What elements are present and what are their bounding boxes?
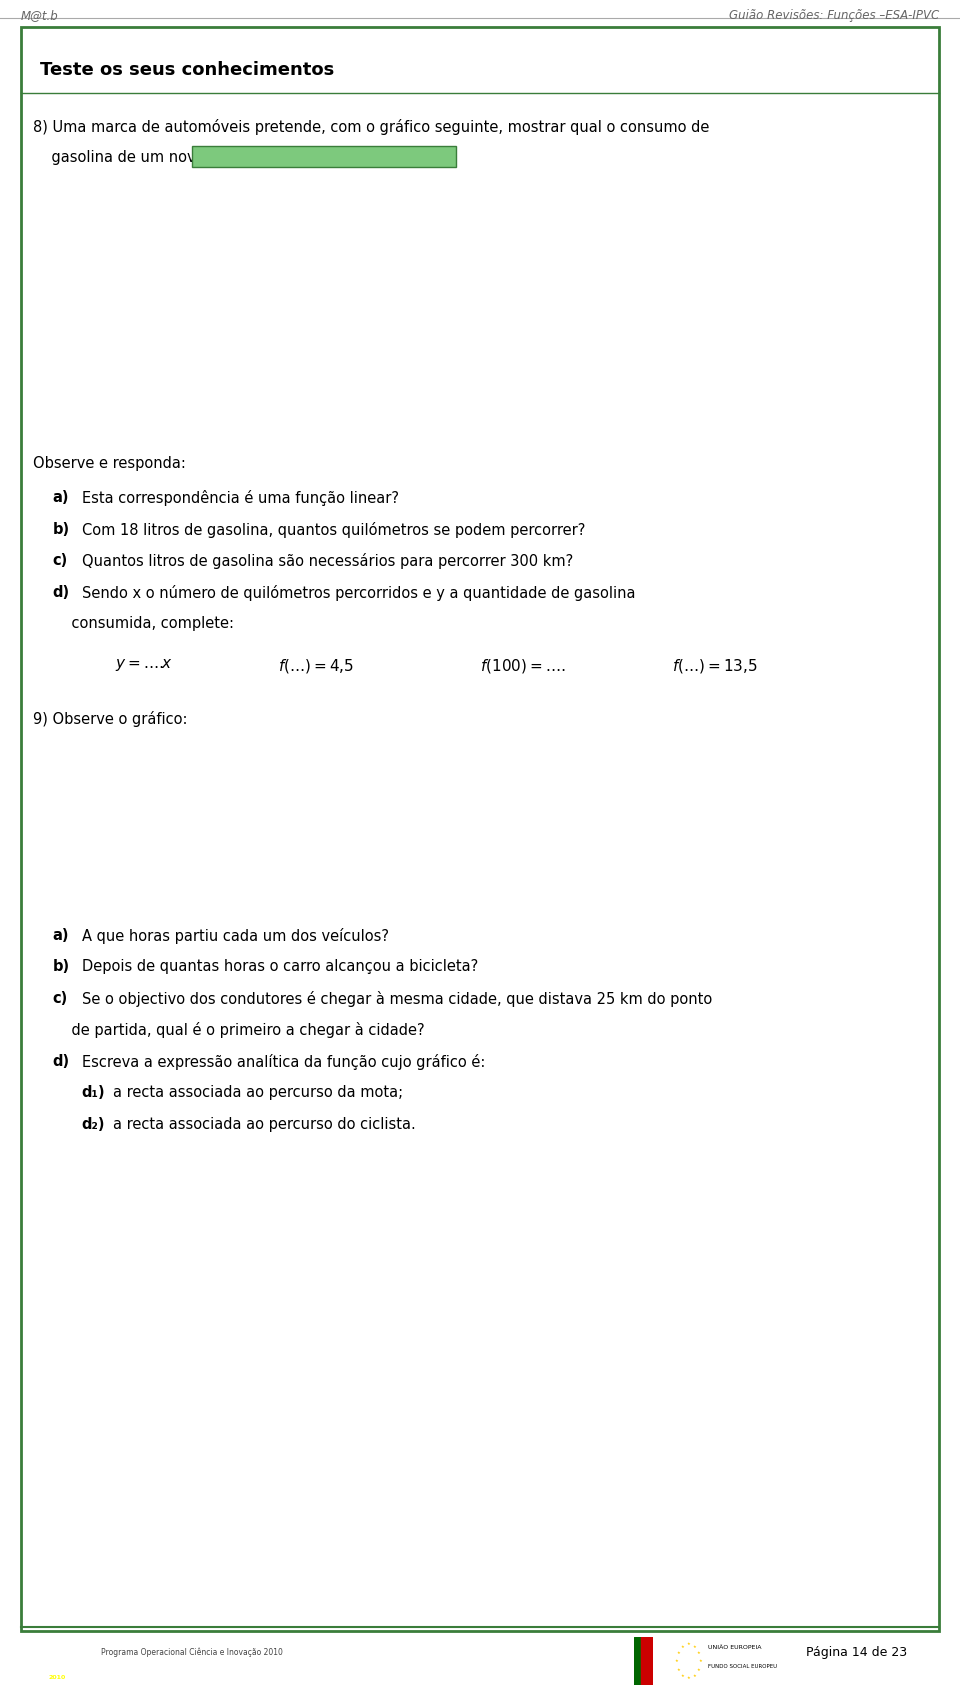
Text: ★: ★ xyxy=(681,1644,684,1649)
Bar xyxy=(641,1637,653,1685)
Text: 2010: 2010 xyxy=(49,1675,66,1680)
Polygon shape xyxy=(739,75,751,89)
Text: Quantos litros de gasolina são necessários para percorrer 300 km?: Quantos litros de gasolina são necessári… xyxy=(82,553,573,568)
Bar xyxy=(715,31,728,75)
Bar xyxy=(691,31,703,75)
Bar xyxy=(799,31,811,75)
Bar xyxy=(728,31,739,75)
Text: Observe e responda:: Observe e responda: xyxy=(33,456,185,471)
Bar xyxy=(763,31,775,75)
Text: 9) Observe o gráfico:: 9) Observe o gráfico: xyxy=(33,711,187,727)
Text: $f(\ldots) = 4{,}5$: $f(\ldots) = 4{,}5$ xyxy=(278,657,354,676)
Text: ★: ★ xyxy=(693,1673,697,1678)
Text: Teste os seus conhecimentos: Teste os seus conhecimentos xyxy=(40,61,335,80)
Text: Horas: Horas xyxy=(416,948,450,962)
Text: ★: ★ xyxy=(697,1651,701,1654)
Text: Guião Revisões: Funções –ESA-IPVC: Guião Revisões: Funções –ESA-IPVC xyxy=(729,9,939,22)
Bar xyxy=(835,31,847,75)
Text: Sendo x o número de quilómetros percorridos e y a quantidade de gasolina: Sendo x o número de quilómetros percorri… xyxy=(82,585,636,601)
Bar xyxy=(703,31,715,75)
Text: Se o objectivo dos condutores é chegar à mesma cidade, que distava 25 km do pont: Se o objectivo dos condutores é chegar à… xyxy=(82,991,712,1006)
Text: ★: ★ xyxy=(687,1642,690,1646)
Text: a): a) xyxy=(53,490,69,505)
Text: FUNDO SOCIAL EUROPEU: FUNDO SOCIAL EUROPEU xyxy=(708,1665,778,1668)
Text: $f(100) = .\!\ldots$: $f(100) = .\!\ldots$ xyxy=(480,657,565,676)
Text: Depois de quantas horas o carro alcançou a bicicleta?: Depois de quantas horas o carro alcançou… xyxy=(82,960,478,974)
Text: c): c) xyxy=(53,553,68,568)
Text: Gasolina consumida (: Gasolina consumida ( xyxy=(197,196,294,206)
Polygon shape xyxy=(787,75,799,89)
Polygon shape xyxy=(835,75,847,89)
Bar xyxy=(775,31,787,75)
Text: ★: ★ xyxy=(675,1659,679,1663)
Text: ★: ★ xyxy=(681,1673,684,1678)
Bar xyxy=(859,31,871,75)
Polygon shape xyxy=(859,75,871,94)
Bar xyxy=(739,31,751,75)
Text: Terminal de bomba
de gasolina: Terminal de bomba de gasolina xyxy=(306,136,456,165)
Text: Esta correspondência é uma função linear?: Esta correspondência é uma função linear… xyxy=(82,490,398,505)
Text: Espaço percorrido (km): Espaço percorrido (km) xyxy=(323,477,428,485)
Text: Escreva a expressão analítica da função cujo gráfico é:: Escreva a expressão analítica da função … xyxy=(82,1054,485,1069)
Text: ★: ★ xyxy=(693,1644,697,1649)
Text: Página 14 de 23: Página 14 de 23 xyxy=(806,1646,907,1659)
Text: $y = .\!\ldots\! x$: $y = .\!\ldots\! x$ xyxy=(115,657,173,672)
Polygon shape xyxy=(799,75,811,92)
Text: d): d) xyxy=(53,1054,70,1069)
Polygon shape xyxy=(763,75,775,94)
Text: A que horas partiu cada um dos veículos?: A que horas partiu cada um dos veículos? xyxy=(82,928,389,943)
Text: d): d) xyxy=(53,585,70,599)
Text: b): b) xyxy=(53,960,70,974)
Polygon shape xyxy=(847,75,859,92)
Text: d₁): d₁) xyxy=(82,1086,106,1099)
Bar xyxy=(787,31,799,75)
Bar xyxy=(847,31,859,75)
Text: ★: ★ xyxy=(697,1668,701,1671)
Polygon shape xyxy=(691,75,703,89)
Text: b): b) xyxy=(53,521,70,536)
Text: Ciência
Inovação: Ciência Inovação xyxy=(44,1653,71,1665)
Text: ★: ★ xyxy=(677,1668,681,1671)
Text: M@t.b: M@t.b xyxy=(21,9,59,22)
Bar xyxy=(811,31,823,75)
Polygon shape xyxy=(703,75,715,92)
Text: ★: ★ xyxy=(699,1659,703,1663)
Text: a): a) xyxy=(53,928,69,943)
Bar xyxy=(634,1637,641,1685)
Bar xyxy=(871,31,883,75)
Polygon shape xyxy=(871,75,883,97)
Text: c): c) xyxy=(53,991,68,1006)
Text: de partida, qual é o primeiro a chegar à cidade?: de partida, qual é o primeiro a chegar à… xyxy=(53,1021,424,1038)
Bar xyxy=(823,31,835,75)
Polygon shape xyxy=(728,75,739,97)
Polygon shape xyxy=(775,75,787,97)
Text: gasolina de um novo modelo lançado no mercado.: gasolina de um novo modelo lançado no me… xyxy=(33,150,421,165)
Polygon shape xyxy=(751,75,763,92)
Text: Programa Operacional Ciência e Inovação 2010: Programa Operacional Ciência e Inovação … xyxy=(101,1648,282,1658)
Polygon shape xyxy=(715,75,728,94)
Polygon shape xyxy=(823,75,835,97)
Text: a recta associada ao percurso da mota;: a recta associada ao percurso da mota; xyxy=(113,1086,403,1099)
Text: ★: ★ xyxy=(687,1676,690,1680)
Text: UNIÃO EUROPEIA: UNIÃO EUROPEIA xyxy=(708,1646,762,1649)
Text: ★: ★ xyxy=(677,1651,681,1654)
Text: a recta associada ao percurso do ciclista.: a recta associada ao percurso do ciclist… xyxy=(113,1117,416,1132)
Text: $f(\ldots) = 13{,}5$: $f(\ldots) = 13{,}5$ xyxy=(672,657,757,676)
Y-axis label: Distância percorrida (km): Distância percorrida (km) xyxy=(152,703,165,854)
Text: Com 18 litros de gasolina, quantos quilómetros se podem percorrer?: Com 18 litros de gasolina, quantos quiló… xyxy=(82,521,585,538)
Text: consumida, complete:: consumida, complete: xyxy=(53,616,234,631)
Bar xyxy=(751,31,763,75)
Polygon shape xyxy=(811,75,823,94)
Text: 8) Uma marca de automóveis pretende, com o gráfico seguinte, mostrar qual o cons: 8) Uma marca de automóveis pretende, com… xyxy=(33,119,709,134)
Text: d₂): d₂) xyxy=(82,1117,105,1132)
